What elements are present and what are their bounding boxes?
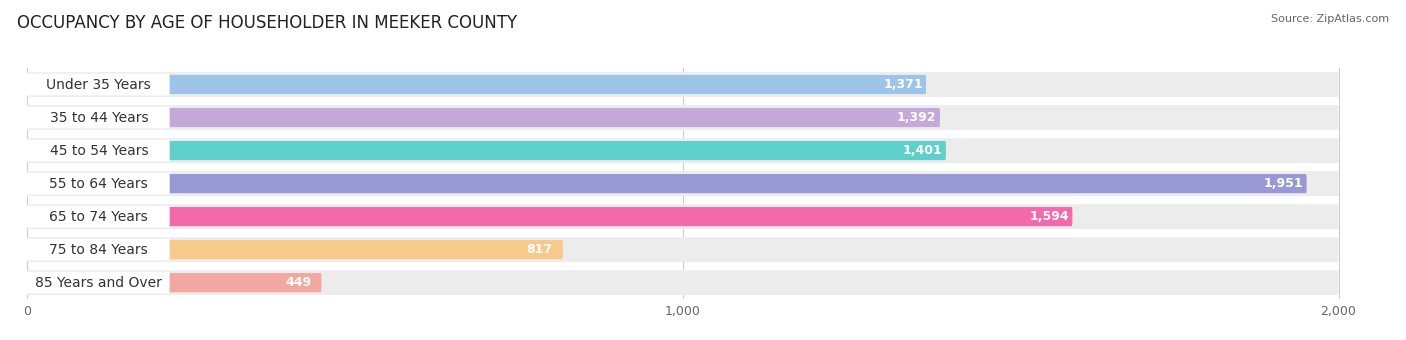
FancyBboxPatch shape [27, 204, 1339, 229]
FancyBboxPatch shape [27, 270, 1339, 295]
FancyBboxPatch shape [25, 74, 170, 96]
FancyBboxPatch shape [276, 275, 321, 290]
FancyBboxPatch shape [900, 143, 946, 158]
FancyBboxPatch shape [27, 240, 562, 259]
FancyBboxPatch shape [27, 72, 1339, 97]
Text: 55 to 64 Years: 55 to 64 Years [49, 176, 148, 191]
FancyBboxPatch shape [27, 141, 946, 160]
FancyBboxPatch shape [25, 140, 170, 161]
Text: 1,401: 1,401 [903, 144, 942, 157]
Text: 35 to 44 Years: 35 to 44 Years [49, 110, 148, 124]
Text: Source: ZipAtlas.com: Source: ZipAtlas.com [1271, 14, 1389, 23]
Text: 45 to 54 Years: 45 to 54 Years [49, 143, 148, 157]
Text: 75 to 84 Years: 75 to 84 Years [49, 243, 148, 257]
FancyBboxPatch shape [27, 138, 1339, 163]
FancyBboxPatch shape [27, 108, 939, 127]
Text: OCCUPANCY BY AGE OF HOUSEHOLDER IN MEEKER COUNTY: OCCUPANCY BY AGE OF HOUSEHOLDER IN MEEKE… [17, 14, 517, 32]
FancyBboxPatch shape [25, 206, 170, 227]
FancyBboxPatch shape [27, 237, 1339, 262]
Text: 1,371: 1,371 [883, 78, 922, 91]
Text: 817: 817 [527, 243, 553, 256]
FancyBboxPatch shape [894, 110, 939, 125]
FancyBboxPatch shape [880, 77, 927, 92]
FancyBboxPatch shape [25, 272, 170, 293]
FancyBboxPatch shape [27, 174, 1306, 193]
Text: 65 to 74 Years: 65 to 74 Years [49, 210, 148, 224]
FancyBboxPatch shape [1026, 209, 1073, 224]
FancyBboxPatch shape [25, 173, 170, 194]
FancyBboxPatch shape [27, 273, 321, 292]
FancyBboxPatch shape [1260, 176, 1306, 191]
FancyBboxPatch shape [25, 239, 170, 260]
Text: 85 Years and Over: 85 Years and Over [35, 276, 162, 290]
FancyBboxPatch shape [27, 207, 1073, 226]
FancyBboxPatch shape [27, 75, 927, 94]
Text: 449: 449 [285, 276, 311, 289]
Text: 1,594: 1,594 [1029, 210, 1069, 223]
FancyBboxPatch shape [516, 242, 562, 257]
FancyBboxPatch shape [25, 107, 170, 129]
FancyBboxPatch shape [27, 171, 1339, 196]
Text: 1,392: 1,392 [897, 111, 936, 124]
Text: 1,951: 1,951 [1264, 177, 1303, 190]
Text: Under 35 Years: Under 35 Years [46, 78, 152, 91]
FancyBboxPatch shape [27, 105, 1339, 130]
